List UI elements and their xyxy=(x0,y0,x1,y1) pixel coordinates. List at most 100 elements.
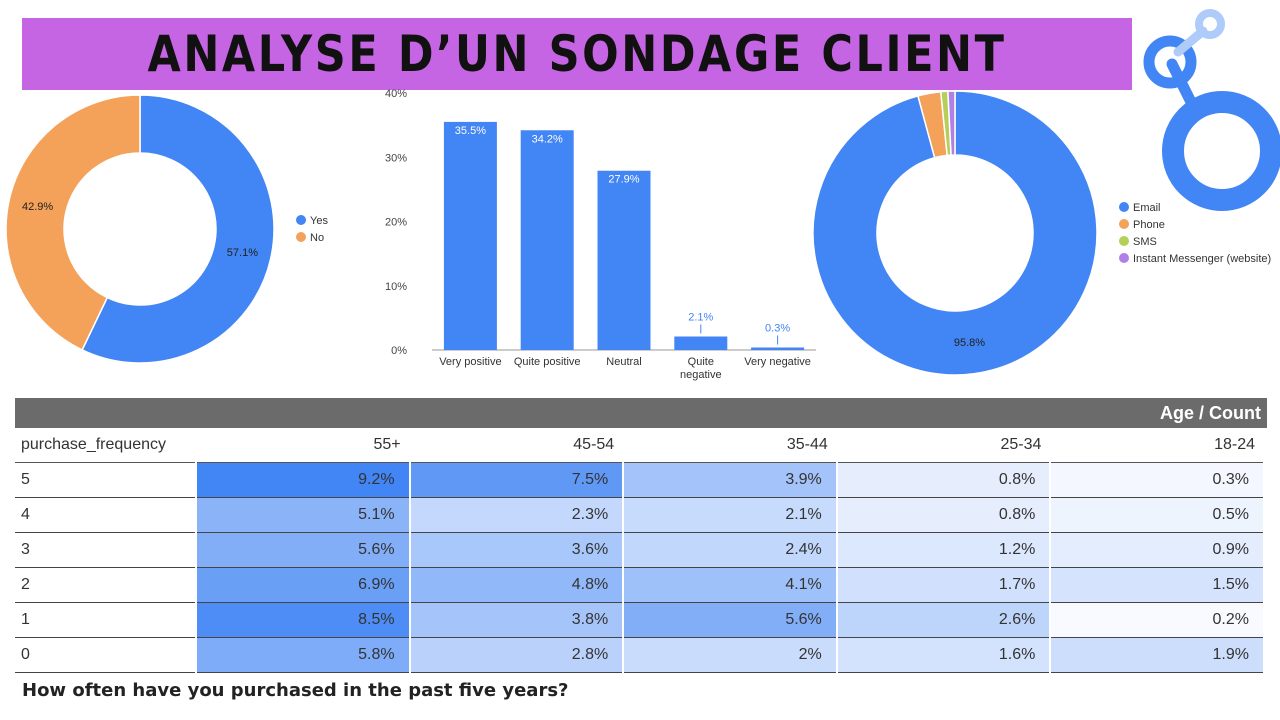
heatmap-table: purchase_frequency 55+ 45-54 35-44 25-34… xyxy=(13,428,1265,673)
row-label: 3 xyxy=(15,533,195,568)
heatmap-cell: 2.6% xyxy=(837,603,1050,638)
heatmap-cell: 0.8% xyxy=(837,463,1050,498)
heatmap-cell: 0.2% xyxy=(1051,603,1263,638)
heatmap-cell: 3.6% xyxy=(410,533,623,568)
heatmap-cell: 2.4% xyxy=(624,533,836,568)
bar-value-label: 27.9% xyxy=(608,174,639,186)
data-label: 95.8% xyxy=(954,337,985,349)
heatmap-cell: 5.1% xyxy=(197,498,409,533)
table-header-bar: Age / Count xyxy=(15,398,1267,428)
donut-slice xyxy=(812,90,1098,376)
bar xyxy=(443,121,497,350)
heatmap-cell: 7.5% xyxy=(410,463,623,498)
contact-channel-donut-chart: 95.8% Email Phone SMS Instant Messenger (web… xyxy=(812,90,1271,376)
table-row: 2 6.9% 4.8% 4.1% 1.7% 1.5% xyxy=(15,568,1263,603)
x-tick-label: Quite positive xyxy=(514,356,581,368)
table-row: 3 5.6% 3.6% 2.4% 1.2% 0.9% xyxy=(15,533,1263,568)
legend-marker xyxy=(1119,236,1129,246)
donut-slice xyxy=(5,94,141,351)
looker-studio-logo-icon xyxy=(1143,9,1280,211)
donut-slice xyxy=(81,94,275,364)
heatmap-cell: 8.5% xyxy=(197,603,409,638)
heatmap-cell: 0.8% xyxy=(837,498,1050,533)
heatmap-cell: 0.9% xyxy=(1051,533,1263,568)
bar-value-label: 35.5% xyxy=(455,125,486,137)
table-dimension-label: Age / Count xyxy=(1160,403,1261,423)
page-title: ANALYSE D’UN SONDAGE CLIENT xyxy=(147,25,1007,83)
x-tick-label: Quite xyxy=(688,356,714,368)
column-header-purchase-frequency[interactable]: purchase_frequency xyxy=(15,428,195,463)
heatmap-cell: 6.9% xyxy=(197,568,409,603)
column-header-age[interactable]: 55+ xyxy=(197,428,409,463)
table-row: 1 8.5% 3.8% 5.6% 2.6% 0.2% xyxy=(15,603,1263,638)
row-label: 5 xyxy=(15,463,195,498)
y-tick-label: 0% xyxy=(391,345,407,357)
legend-label: SMS xyxy=(1133,236,1157,248)
heatmap-cell: 9.2% xyxy=(197,463,409,498)
row-label: 1 xyxy=(15,603,195,638)
heatmap-cell: 2.8% xyxy=(410,638,623,673)
bar xyxy=(674,336,728,350)
bar xyxy=(520,130,574,350)
heatmap-cell: 1.5% xyxy=(1051,568,1263,603)
legend-marker xyxy=(1119,253,1129,263)
heatmap-cell: 5.8% xyxy=(197,638,409,673)
data-label: 42.9% xyxy=(22,201,53,213)
legend-label: Phone xyxy=(1133,219,1165,231)
legend-label: Instant Messenger (website) xyxy=(1133,253,1271,265)
column-header-age[interactable]: 18-24 xyxy=(1051,428,1263,463)
heatmap-cell: 3.9% xyxy=(624,463,836,498)
legend-label: Yes xyxy=(310,215,328,227)
heatmap-cell: 4.1% xyxy=(624,568,836,603)
table-row: 4 5.1% 2.3% 2.1% 0.8% 0.5% xyxy=(15,498,1263,533)
x-tick-label: Very positive xyxy=(439,356,501,368)
heatmap-cell: 5.6% xyxy=(624,603,836,638)
heatmap-cell: 0.3% xyxy=(1051,463,1263,498)
heatmap-cell: 1.6% xyxy=(837,638,1050,673)
data-label: 57.1% xyxy=(227,247,258,259)
heatmap-cell: 1.2% xyxy=(837,533,1050,568)
y-tick-label: 30% xyxy=(385,152,407,164)
survey-question: How often have you purchased in the past… xyxy=(22,680,569,701)
heatmap-cell: 0.5% xyxy=(1051,498,1263,533)
legend-marker xyxy=(296,215,306,225)
heatmap-cell: 3.8% xyxy=(410,603,623,638)
bar-value-label: 0.3% xyxy=(765,323,790,335)
bar xyxy=(751,347,805,350)
column-header-age[interactable]: 35-44 xyxy=(624,428,836,463)
heatmap-cell: 2.3% xyxy=(410,498,623,533)
x-tick-label: negative xyxy=(680,369,722,381)
column-header-age[interactable]: 25-34 xyxy=(837,428,1050,463)
x-tick-label: Neutral xyxy=(606,356,641,368)
legend-marker xyxy=(296,232,306,242)
column-header-age[interactable]: 45-54 xyxy=(410,428,623,463)
y-tick-label: 10% xyxy=(385,281,407,293)
bar xyxy=(597,170,651,350)
table-row: 0 5.8% 2.8% 2% 1.6% 1.9% xyxy=(15,638,1263,673)
legend-label: Email xyxy=(1133,202,1161,214)
yes-no-donut-chart: 57.1% Yes 42.9% No xyxy=(5,94,328,364)
heatmap-cell: 1.9% xyxy=(1051,638,1263,673)
purchase-frequency-heatmap-table: Age / Count purchase_frequency 55+ 45-54… xyxy=(15,398,1267,673)
donut-slice xyxy=(947,90,956,156)
x-tick-label: Very negative xyxy=(744,356,811,368)
bar-value-label: 2.1% xyxy=(688,312,713,324)
legend-marker xyxy=(1119,202,1129,212)
y-tick-label: 40% xyxy=(385,88,407,100)
title-banner: ANALYSE D’UN SONDAGE CLIENT xyxy=(22,18,1132,90)
row-label: 4 xyxy=(15,498,195,533)
row-label: 2 xyxy=(15,568,195,603)
sentiment-bar-chart: 0% 10% 20% 30% 40% 35.5% Very positive 34.2% Qui… xyxy=(385,88,816,381)
heatmap-cell: 2% xyxy=(624,638,836,673)
heatmap-cell: 5.6% xyxy=(197,533,409,568)
row-label: 0 xyxy=(15,638,195,673)
table-row: 5 9.2% 7.5% 3.9% 0.8% 0.3% xyxy=(15,463,1263,498)
heatmap-cell: 2.1% xyxy=(624,498,836,533)
bar-value-label: 34.2% xyxy=(532,133,563,145)
legend-label: No xyxy=(310,232,324,244)
heatmap-cell: 4.8% xyxy=(410,568,623,603)
legend-marker xyxy=(1119,219,1129,229)
y-tick-label: 20% xyxy=(385,217,407,229)
heatmap-cell: 1.7% xyxy=(837,568,1050,603)
table-column-header-row: purchase_frequency 55+ 45-54 35-44 25-34… xyxy=(15,428,1263,463)
